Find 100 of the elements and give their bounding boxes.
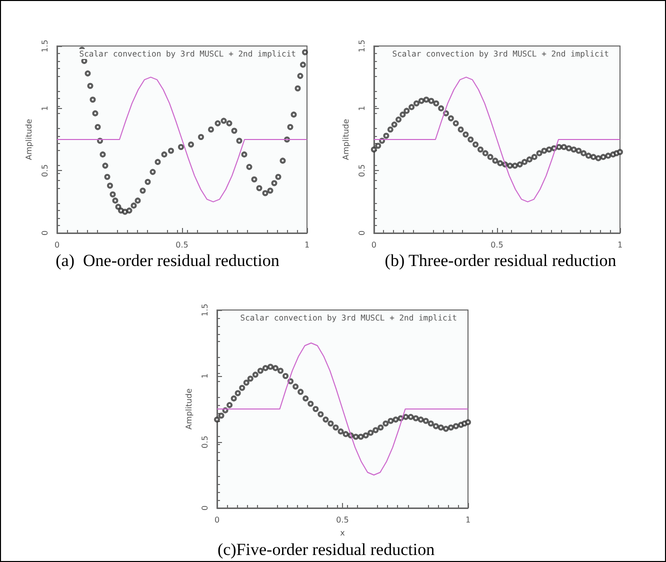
point [236,138,242,144]
point [432,423,439,430]
point [256,185,262,192]
y-tick-label: 1.5 [40,40,50,52]
point [448,115,454,122]
point [398,415,404,422]
point [487,154,494,160]
point [378,424,384,430]
point [230,395,237,402]
text: (c)Five-order residual reduction [217,540,436,559]
point [218,412,224,419]
point [391,122,398,128]
line-series [56,76,308,202]
point [526,156,532,162]
point [428,420,434,427]
point [267,364,274,370]
point [586,152,592,159]
point [375,142,382,149]
point [352,434,359,440]
point [241,151,248,158]
point [178,144,184,150]
y-tick-label: 1 [200,373,210,379]
point [94,124,101,130]
point [112,198,118,204]
point [280,158,286,164]
point [168,148,174,154]
point [418,98,424,104]
point [396,116,402,123]
point [482,150,488,156]
point [102,162,108,169]
point [541,148,548,154]
point [388,418,394,424]
point [322,416,329,423]
point [358,434,364,440]
point [448,424,454,430]
point [118,208,124,214]
point [531,154,538,160]
point [246,164,252,170]
point [570,146,577,152]
point [452,423,459,430]
point [368,430,374,436]
point [362,432,369,438]
point [208,126,214,133]
y-axis-title: Amplitude [342,118,350,160]
point [154,158,161,165]
point [332,424,339,430]
point [472,141,479,148]
point [198,134,204,140]
x-axis-title: x [340,528,346,538]
text: (b) Three-order residual reduction [384,251,617,270]
line-series [373,76,620,202]
y-tick-label: 1 [40,106,50,111]
point [413,100,420,106]
point [150,168,156,175]
point [234,390,241,396]
point [422,418,429,424]
y-tick-label: 1 [357,106,366,111]
point [387,126,394,133]
point [122,208,128,215]
x-tick-label: 0.5 [336,516,349,524]
point [408,414,414,420]
text: (a) One-order residual reduction [56,251,280,270]
point [84,70,91,76]
point [262,190,268,196]
point [566,145,572,152]
point [438,105,444,112]
point [297,72,304,79]
point [220,118,227,124]
point [214,120,221,126]
point [342,431,349,438]
point [226,120,232,126]
x-tick-label: 0.5 [490,240,504,250]
point [144,178,151,185]
point [104,174,110,180]
point [290,112,297,118]
x-tick-label: 0 [214,516,220,524]
x-tick-label: 0 [54,240,60,250]
point [438,424,444,430]
point [87,82,94,89]
x-tick-label: 1 [465,516,471,524]
point [92,110,98,116]
y-tick-label: 1.5 [357,40,366,52]
point [252,372,258,378]
point [239,384,246,391]
point [423,96,430,103]
point [100,151,106,158]
point [372,427,379,434]
point [516,161,523,168]
point [560,144,567,150]
point [262,365,268,372]
point [536,150,542,156]
point [134,198,141,204]
point [418,416,424,423]
x-tick-label: 1 [304,240,310,250]
point [267,188,274,194]
point [370,146,377,152]
point [308,400,314,407]
point [522,158,528,165]
point [506,162,513,169]
point [452,120,459,126]
